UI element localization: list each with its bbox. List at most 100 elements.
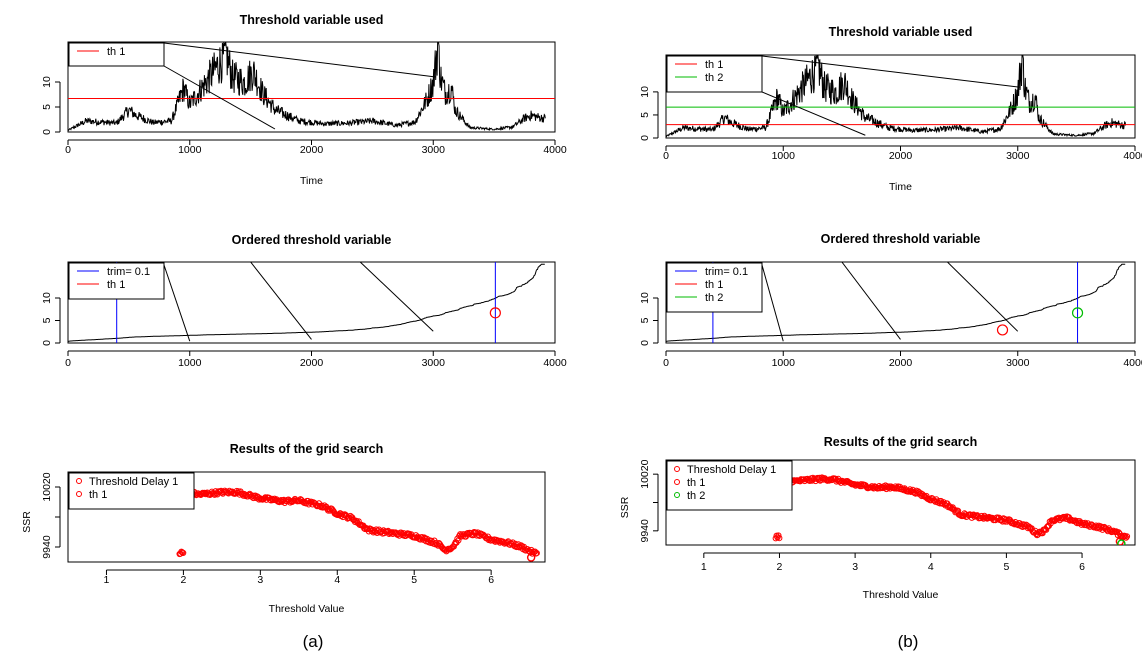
panel-a-ordered-plot-x-tick-label: 1000: [178, 357, 202, 369]
panel-a-ssr-point: [533, 550, 540, 557]
panel-b-leader-line: [761, 91, 866, 136]
panel-b-legend-swatch: [674, 492, 680, 498]
panel-b-ssr-point: [810, 476, 817, 483]
panel-b-grid-search-plot-x-tick-label: 6: [1079, 561, 1085, 573]
panel-b-ssr-point: [1093, 522, 1100, 529]
panel-b-leader-line: [761, 264, 784, 342]
panel-a-grid-search-plot-y-tick-label: 9940: [41, 535, 53, 559]
panel-a-grid-search-plot-x-tick-label: 6: [488, 574, 494, 586]
panel-b-threshold-plot-data: [666, 55, 1135, 138]
panel-a-grid-search-plot-y-tick-label: 10020: [41, 472, 53, 501]
panel-b-leader-line: [947, 262, 1019, 332]
panel-a-ordered-plot-legend: [68, 262, 165, 300]
panel-b-best-threshold-point: [1117, 539, 1126, 545]
panel-a-leader-line: [163, 264, 191, 342]
panel-a-threshold-plot-data: [68, 42, 555, 132]
panel-b-ordered-plot-title: Ordered threshold variable: [821, 232, 981, 246]
panel-label-a: (a): [303, 632, 324, 651]
panel-a-ssr-point: [304, 497, 311, 505]
panel-a-ordered-plot-frame: [67, 261, 556, 344]
panel-a-threshold-plot-x-tick-label: 3000: [422, 144, 446, 156]
panel-b-grid-search-plot-x-tick-label: 2: [777, 561, 783, 573]
panel-b-ssr-point: [775, 532, 782, 539]
panel-a-threshold-plot-legend: [68, 42, 165, 67]
panel-b-threshold-plot-x-tick-label: 0: [663, 150, 669, 162]
panel-a-leader-line: [359, 262, 434, 332]
panel-a-threshold-plot-x-label: Time: [300, 175, 323, 187]
panel-a-threshold-plot-x-tick-label: 4000: [543, 144, 567, 156]
panel-b-ordered-plot-data: [666, 262, 1126, 343]
panel-b-ssr-point: [776, 535, 783, 542]
panel-b-grid-search-plot-y-label: SSR: [619, 496, 631, 518]
panel-b-threshold-plot-legend: [666, 55, 763, 93]
panel-a-threshold-mark: [489, 307, 501, 319]
panel-a-threshold-plot-x-tick-label: 1000: [178, 144, 202, 156]
panel-b-ordered-plot-frame: [665, 261, 1136, 344]
panel-b-threshold-plot-x-tick-label: 2000: [889, 150, 913, 162]
panel-a-ordered-plot-title: Ordered threshold variable: [232, 233, 392, 247]
panel-b-legend-label: th 1: [687, 477, 705, 489]
panel-a-threshold-plot-title: Threshold variable used: [240, 13, 384, 27]
panel-b-grid-search-plot-x-tick-label: 4: [928, 561, 934, 573]
panel-b-grid-search-plot-x-label: Threshold Value: [863, 589, 939, 601]
panel-b-threshold-plot-y-tick-label: 5: [639, 112, 651, 118]
panel-b-threshold-plot-x-tick-label: 4000: [1123, 150, 1142, 162]
panel-a-time-series-line: [68, 42, 546, 132]
panel-a-grid-search-plot-x-label: Threshold Value: [269, 603, 345, 615]
panel-b-ssr-point: [951, 506, 958, 513]
panel-a-leader-line: [163, 65, 276, 130]
panel-b-leader-line: [841, 262, 901, 340]
panel-a-ssr-point: [215, 488, 222, 495]
panel-b-legend-label: th 2: [705, 292, 723, 304]
panel-a-legend-swatch: [76, 478, 82, 484]
panel-b-legend-label: th 2: [705, 72, 723, 84]
panel-a-threshold-plot-x-tick-label: 2000: [300, 144, 324, 156]
panel-a-ordered-plot-data: [68, 262, 545, 343]
panel-b-grid-search-plot-legend: [666, 460, 793, 511]
panel-b-grid-search-plot-x-tick-label: 3: [852, 561, 858, 573]
panel-a-ssr-point: [180, 549, 187, 557]
panel-b-legend-label: trim= 0.1: [705, 266, 748, 278]
panel-b-threshold-plot-frame: [665, 54, 1136, 139]
panel-a-grid-search-plot-x-tick-label: 3: [257, 574, 263, 586]
panel-b-grid-search-plot-y-tick-label: 9940: [639, 519, 651, 543]
panel-a-grid-search-plot-x-tick-label: 2: [180, 574, 186, 586]
panel-a-leader-line: [163, 42, 436, 78]
panel-a-ssr-point: [341, 511, 348, 518]
panel-a-grid-search-plot-x-tick-label: 5: [411, 574, 417, 586]
panel-b-legend-label: th 1: [705, 59, 723, 71]
panel-b-legend-label: Threshold Delay 1: [687, 464, 776, 476]
panel-b-threshold-plot-x-tick-label: 3000: [1006, 150, 1030, 162]
panel-b-ssr-point: [1123, 533, 1131, 540]
panel-b-threshold-mark: [1071, 307, 1084, 319]
panel-a-legend-label: th 1: [107, 46, 125, 58]
panel-a-ssr-point: [474, 529, 481, 536]
panel-b-ordered-plot-x-tick-label: 4000: [1123, 357, 1142, 369]
panel-a-ssr-point: [444, 547, 451, 554]
panel-a-legend-label: trim= 0.1: [107, 266, 150, 278]
panel-b-ordered-plot-y-tick-label: 10: [639, 292, 651, 304]
panel-b-threshold-plot-x-tick-label: 1000: [772, 150, 796, 162]
panel-b-grid-search-plot-data: [772, 474, 1131, 545]
panel-b-ssr-point: [980, 515, 987, 522]
panel-b-grid-search-plot-frame: [665, 459, 1136, 546]
panel-b-legend-label: th 1: [705, 279, 723, 291]
panel-b-ordered-plot-x-tick-label: 3000: [1006, 357, 1030, 369]
panel-b-ordered-plot-y-tick-label: 5: [639, 317, 651, 323]
panel-a-threshold-plot-x-tick-label: 0: [65, 144, 71, 156]
panel-a-legend-swatch: [76, 491, 82, 497]
panel-b-ordered-plot-y-tick-label: 0: [639, 340, 651, 346]
panel-b-grid-search-plot-title: Results of the grid search: [824, 435, 978, 449]
panel-b-grid-search-plot-x-tick-label: 5: [1003, 561, 1009, 573]
panel-a-ordered-plot-x-tick-label: 4000: [543, 357, 567, 369]
panel-b-threshold-plot-y-tick-label: 0: [639, 135, 651, 141]
panel-a-grid-search-plot-data: [176, 487, 540, 562]
panel-a-ordered-plot-y-tick-label: 0: [41, 340, 53, 346]
panel-b-legend-swatch: [674, 479, 680, 485]
panel-b-ordered-plot-x-tick-label: 1000: [772, 357, 796, 369]
panel-b-best-threshold-point: [1115, 537, 1125, 545]
panel-a-threshold-plot-frame: [67, 41, 556, 133]
panel-b-legend-label: th 2: [687, 490, 705, 502]
panel-a-ssr-point: [261, 495, 268, 502]
panel-b-ordered-plot-x-tick-label: 0: [663, 357, 669, 369]
